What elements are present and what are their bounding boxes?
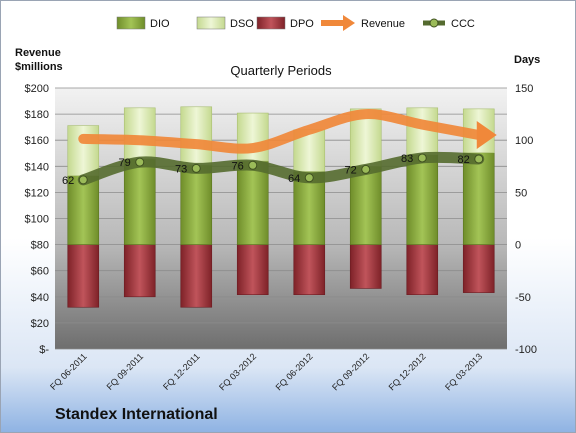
bar-dpo [236, 244, 269, 296]
bar-dpo [67, 244, 100, 308]
bar-dio [406, 154, 439, 245]
left-tick-label: $- [39, 344, 49, 356]
left-tick-label: $160 [25, 135, 49, 147]
right-tick-label: 100 [515, 135, 533, 147]
legend-label-revenue: Revenue [361, 18, 405, 30]
legend-swatch-dso [196, 16, 226, 30]
bar-dso [123, 107, 156, 160]
bar-dio [293, 171, 326, 245]
left-axis-title-line2: $millions [15, 61, 63, 73]
right-axis-title: Days [514, 54, 540, 66]
ccc-line [77, 151, 485, 186]
x-tick-label: FQ 12-2012 [387, 351, 428, 392]
bar-dio [349, 166, 382, 245]
ccc-data-label: 79 [119, 157, 131, 169]
bar-dpo [349, 244, 382, 289]
ccc-data-label: 64 [288, 173, 300, 185]
ccc-data-label: 73 [175, 163, 187, 175]
legend-label-dso: DSO [230, 18, 254, 30]
bar-dso [67, 125, 100, 176]
left-tick-label: $120 [25, 187, 49, 199]
legend-swatch-dpo [256, 16, 286, 30]
bar-dpo [180, 244, 213, 308]
company-name: Standex International [55, 406, 218, 423]
bar-dio [180, 164, 213, 245]
right-tick-label: -50 [515, 292, 531, 304]
bar-dio [462, 152, 495, 245]
legend-arrow-revenue [343, 15, 355, 31]
left-tick-label: $180 [25, 109, 49, 121]
bar-dso [236, 112, 269, 162]
ccc-data-label: 72 [345, 164, 357, 176]
left-tick-label: $20 [31, 318, 49, 330]
legend-label-dpo: DPO [290, 18, 314, 30]
legend-swatch-dio [116, 16, 146, 30]
x-tick-label: FQ 09-2012 [330, 351, 371, 392]
bar-dio [67, 175, 100, 245]
left-tick-label: $100 [25, 214, 49, 226]
ccc-point [248, 160, 258, 170]
left-tick-label: $80 [31, 240, 49, 252]
bar-dio [123, 158, 156, 245]
ccc-data-label: 76 [232, 160, 244, 172]
left-tick-label: $200 [25, 83, 49, 95]
legend-label-dio: DIO [150, 18, 170, 30]
bar-dpo [293, 244, 326, 296]
right-tick-label: -100 [515, 344, 537, 356]
left-tick-label: $140 [25, 161, 49, 173]
legend-marker-ccc [429, 18, 439, 28]
bar-dio [236, 160, 269, 245]
ccc-point [191, 163, 201, 173]
ccc-data-label: 62 [62, 175, 74, 187]
revenue-arrowhead [476, 120, 497, 149]
ccc-point [361, 164, 371, 174]
left-tick-label: $40 [31, 292, 49, 304]
right-tick-label: 150 [515, 83, 533, 95]
x-tick-label: FQ 12-2011 [161, 351, 202, 392]
bar-dso [180, 106, 213, 166]
legend: DIO DSO DPO Revenue CCC [116, 15, 475, 31]
ccc-point [417, 153, 427, 163]
ccc-data-label: 83 [401, 153, 413, 165]
bar-dpo [462, 244, 495, 293]
ccc-point [304, 173, 314, 183]
x-tick-label: FQ 09-2011 [105, 351, 146, 392]
left-tick-label: $60 [31, 266, 49, 278]
ccc-point [78, 175, 88, 185]
bar-dpo [406, 244, 439, 296]
revenue-line [78, 109, 484, 154]
bar-dpo [123, 244, 156, 298]
chart-title: Quarterly Periods [230, 63, 332, 78]
right-tick-label: 0 [515, 240, 521, 252]
x-tick-label: FQ 03-2012 [217, 351, 258, 392]
right-tick-label: 50 [515, 187, 527, 199]
legend-label-ccc: CCC [451, 18, 475, 30]
ccc-point [135, 157, 145, 167]
line-layer: 62 79 73 76 64 72 83 82 [62, 109, 497, 187]
left-axis-title-line1: Revenue [15, 47, 61, 59]
ccc-data-label: 82 [458, 154, 470, 166]
ccc-point [474, 154, 484, 164]
x-tick-label: FQ 06-2011 [48, 351, 89, 392]
x-tick-label: FQ 03-2013 [443, 351, 484, 392]
x-tick-label: FQ 06-2012 [274, 351, 315, 392]
